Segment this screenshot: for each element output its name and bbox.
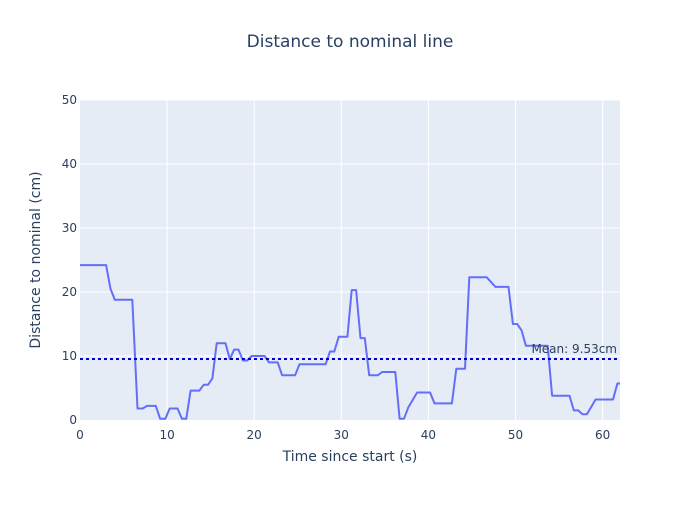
x-tick-label: 30: [334, 428, 349, 442]
series-line: [80, 264, 620, 420]
y-tick-label: 40: [62, 157, 77, 171]
y-tick-label: 10: [62, 349, 77, 363]
x-tick-label: 40: [421, 428, 436, 442]
x-axis-label: Time since start (s): [282, 449, 418, 465]
x-tick-label: 10: [159, 428, 174, 442]
x-tick-label: 50: [508, 428, 523, 442]
y-axis-label: Distance to nominal (cm): [28, 171, 44, 348]
mean-annotation: Mean: 9.53cm: [531, 342, 617, 356]
x-tick-label: 20: [247, 428, 262, 442]
y-tick-label: 30: [62, 221, 77, 235]
x-tick-label: 60: [595, 428, 610, 442]
y-tick-label: 50: [62, 93, 77, 107]
y-tick-label: 20: [62, 285, 77, 299]
y-tick-label: 0: [69, 413, 77, 427]
data-layer: [80, 264, 620, 420]
grid-lines: [80, 99, 620, 420]
axis-ticks: 0 10 20 30 40 50 60 0 10 20 30 40 50: [62, 93, 611, 442]
chart-title: Distance to nominal line: [247, 32, 454, 52]
x-tick-label: 0: [76, 428, 84, 442]
plot-background: [80, 100, 620, 420]
